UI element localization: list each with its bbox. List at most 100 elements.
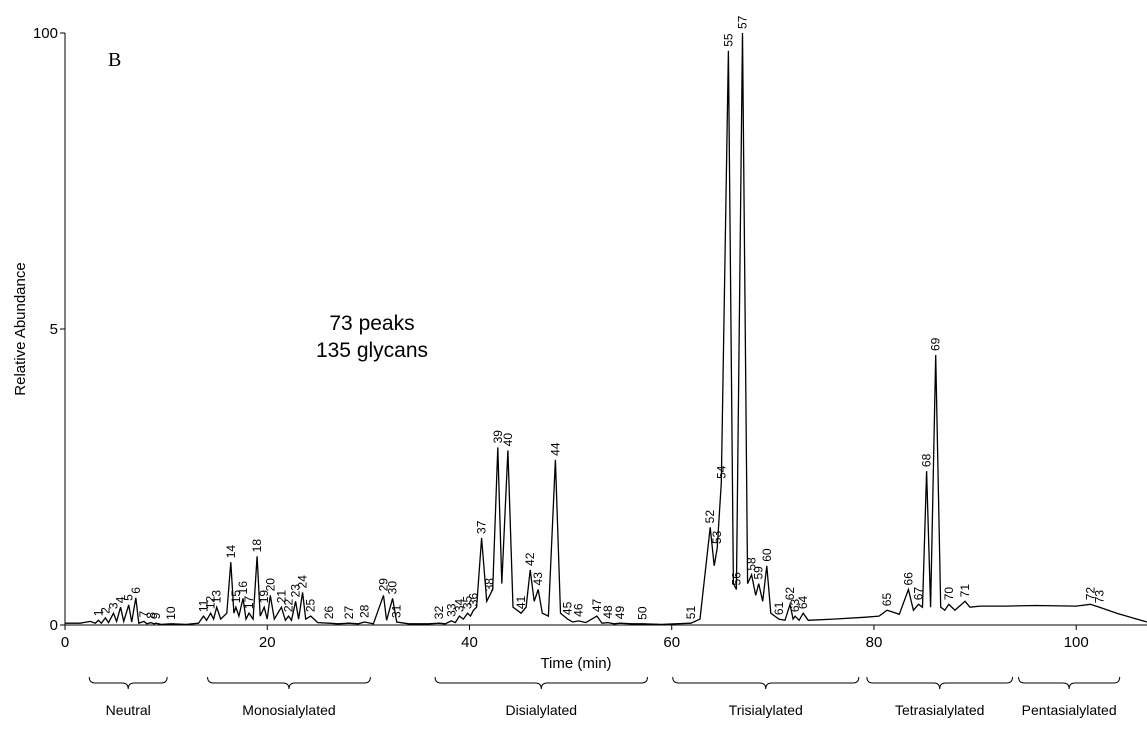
y-tick-label: 0 (50, 617, 58, 634)
peak-label: 53 (710, 530, 724, 544)
peak-label: 37 (475, 520, 489, 534)
peak-label: 10 (164, 606, 178, 620)
peak-label: 19 (257, 590, 271, 604)
peak-label: 44 (548, 442, 562, 456)
peak-label: 30 (386, 581, 400, 595)
y-tick-label: 5 (50, 321, 58, 338)
peak-label: 68 (920, 453, 934, 467)
peak-label: 34 (452, 598, 466, 612)
peak-label: 55 (721, 33, 735, 47)
peak-label: 9 (149, 612, 163, 619)
peak-label: 20 (263, 578, 277, 592)
x-tick-label: 0 (61, 634, 69, 651)
peak-label: 41 (514, 595, 528, 609)
x-tick-label: 100 (1064, 634, 1089, 651)
group-label: Neutral (106, 702, 151, 718)
peak-label: 62 (783, 587, 797, 601)
peak-label: 21 (274, 590, 288, 604)
peak-label: 35 (460, 595, 474, 609)
peak-label: 60 (760, 548, 774, 562)
peak-label: 4 (114, 596, 128, 603)
peak-label: 28 (357, 604, 371, 618)
peak-label: 54 (714, 465, 728, 479)
peak-label: 13 (210, 590, 224, 604)
peak-label: 8 (144, 612, 158, 619)
peak-label: 72 (1083, 587, 1097, 601)
group-label: Trisialylated (729, 702, 803, 718)
annotation: 135 glycans (316, 339, 428, 362)
x-tick-label: 80 (866, 634, 883, 651)
peak-label: 64 (796, 595, 810, 609)
peak-label: 26 (322, 606, 336, 620)
peak-label: 70 (942, 587, 956, 601)
peak-label: 23 (289, 584, 303, 598)
panel-label: B (108, 49, 121, 71)
peak-label: 58 (745, 557, 759, 571)
peak-label: 63 (788, 598, 802, 612)
peak-label: 24 (296, 575, 310, 589)
peak-label: 36 (467, 593, 481, 607)
peak-label: 1 (91, 609, 105, 616)
peak-label: 49 (613, 606, 627, 620)
peak-label: 33 (444, 603, 458, 617)
y-tick-label: 100 (33, 25, 58, 42)
peak-label: 43 (531, 572, 545, 586)
group-bracket (1018, 676, 1121, 690)
peak-label: 14 (224, 545, 238, 559)
peak-label: 61 (772, 601, 786, 615)
peak-label: 31 (390, 604, 404, 618)
x-axis-label: Time (min) (540, 655, 611, 672)
peak-label: 17 (242, 595, 256, 609)
peak-label: 47 (590, 598, 604, 612)
peak-label: 69 (929, 337, 943, 351)
peak-label: 67 (911, 587, 925, 601)
x-tick-label: 20 (259, 634, 276, 651)
peak-label: 29 (377, 578, 391, 592)
group-label: Monosialylated (242, 702, 335, 718)
peak-label: 39 (491, 430, 505, 444)
peak-label: 11 (197, 599, 211, 612)
peak-label: 57 (736, 15, 750, 29)
group-bracket (207, 676, 371, 690)
peak-label: 46 (572, 603, 586, 617)
group-bracket (88, 676, 168, 690)
peak-label: 12 (204, 595, 218, 609)
group-label: Tetrasialylated (895, 702, 985, 718)
group-bracket (672, 676, 860, 690)
peak-label: 5 (122, 594, 136, 601)
peak-label: 3 (107, 602, 121, 609)
group-label: Disialylated (505, 702, 577, 718)
trace (65, 32, 1147, 626)
peak-label: 50 (635, 606, 649, 620)
peak-label: 7 (137, 610, 151, 617)
peak-label: 25 (304, 598, 318, 612)
peak-label: 45 (561, 601, 575, 615)
group-bracket (434, 676, 648, 690)
peak-label: 18 (250, 539, 264, 553)
peak-label: 56 (729, 572, 743, 586)
peak-label: 38 (483, 578, 497, 592)
annotation: 73 peaks (329, 312, 414, 335)
peak-label: 71 (958, 584, 972, 598)
y-axis-label: Relative Abundance (12, 262, 29, 395)
peak-label: 22 (281, 598, 295, 612)
peak-label: 51 (684, 606, 698, 620)
group-bracket (866, 676, 1014, 690)
peak-label: 59 (752, 566, 766, 580)
peak-label: 48 (601, 605, 615, 619)
x-tick-label: 60 (663, 634, 680, 651)
peak-label: 6 (129, 587, 143, 594)
group-label: Pentasialylated (1022, 702, 1117, 718)
peak-label: 15 (229, 590, 243, 604)
peak-label: 16 (236, 581, 250, 595)
peak-label: 42 (523, 552, 537, 566)
peak-label: 40 (501, 433, 515, 447)
peak-label: 65 (880, 593, 894, 607)
peak-label: 32 (432, 606, 446, 620)
peak-label: 52 (703, 510, 717, 524)
peak-label: 73 (1092, 590, 1106, 604)
peak-label: 27 (342, 606, 356, 620)
peak-label: 2 (98, 607, 112, 614)
x-tick-label: 40 (461, 634, 478, 651)
